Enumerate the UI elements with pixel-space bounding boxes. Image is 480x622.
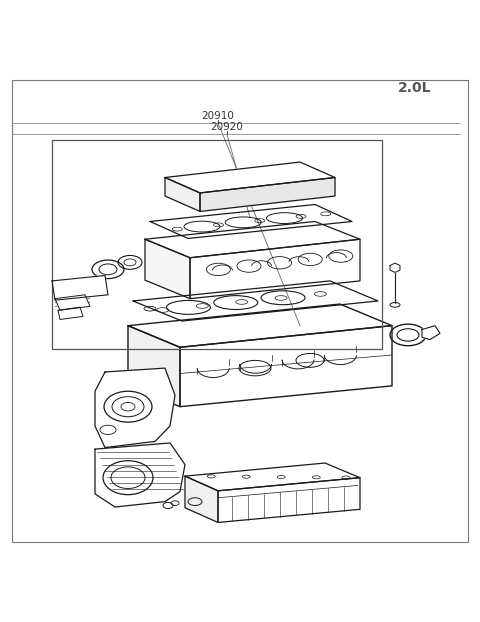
Polygon shape — [145, 221, 360, 258]
Polygon shape — [55, 295, 90, 310]
Polygon shape — [150, 205, 352, 238]
Bar — [52, 141, 382, 349]
Polygon shape — [422, 326, 440, 340]
Polygon shape — [200, 177, 335, 211]
Polygon shape — [185, 463, 360, 491]
Polygon shape — [165, 162, 335, 193]
Text: 20910: 20910 — [202, 111, 234, 121]
Text: 2.0L: 2.0L — [398, 81, 432, 95]
Polygon shape — [180, 326, 392, 407]
Polygon shape — [133, 281, 378, 321]
Polygon shape — [390, 263, 400, 272]
Polygon shape — [218, 478, 360, 522]
Polygon shape — [95, 368, 175, 448]
Text: 20920: 20920 — [211, 123, 243, 132]
Polygon shape — [128, 326, 180, 407]
Polygon shape — [52, 276, 108, 300]
Polygon shape — [95, 443, 185, 507]
Polygon shape — [190, 239, 360, 299]
Polygon shape — [165, 177, 200, 211]
Polygon shape — [128, 304, 392, 347]
Polygon shape — [145, 239, 190, 299]
Polygon shape — [58, 307, 83, 320]
Polygon shape — [185, 476, 218, 522]
